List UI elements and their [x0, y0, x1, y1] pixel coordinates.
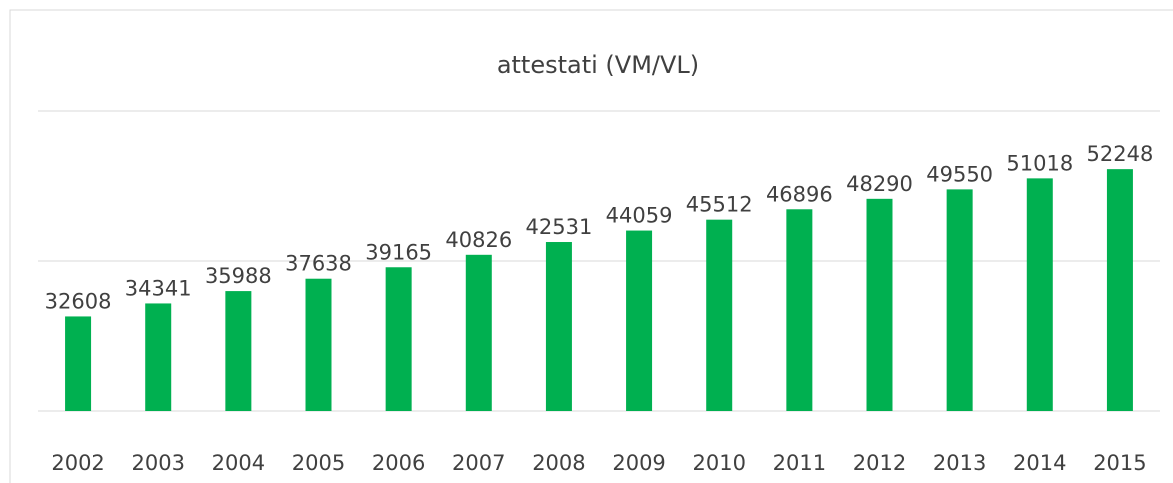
x-tick-label: 2010: [692, 451, 745, 475]
x-tick-label: 2008: [532, 451, 585, 475]
bar: [385, 267, 412, 411]
bar: [65, 316, 92, 411]
x-tick-label: 2004: [212, 451, 265, 475]
data-label: 46896: [766, 182, 833, 206]
x-tick-label: 2011: [773, 451, 826, 475]
x-tick-label: 2007: [452, 451, 505, 475]
x-tick-label: 2009: [612, 451, 665, 475]
data-label: 48290: [846, 172, 913, 196]
bar: [786, 209, 813, 411]
bar: [465, 254, 492, 411]
x-tick-label: 2003: [131, 451, 184, 475]
bar: [1106, 169, 1133, 411]
data-label: 39165: [365, 240, 432, 264]
data-label: 34341: [125, 276, 192, 300]
x-tick-label: 2005: [292, 451, 345, 475]
data-label: 51018: [1006, 151, 1073, 175]
bar: [305, 278, 332, 411]
x-tick-label: 2013: [933, 451, 986, 475]
data-label: 37638: [285, 252, 352, 276]
bar: [946, 189, 973, 411]
x-tick-label: 2014: [1013, 451, 1066, 475]
data-label: 42531: [526, 215, 593, 239]
data-label: 35988: [205, 264, 272, 288]
bar: [706, 219, 733, 411]
data-label: 52248: [1087, 142, 1154, 166]
x-tick-label: 2015: [1093, 451, 1146, 475]
data-label: 45512: [686, 193, 753, 217]
bar: [626, 230, 653, 411]
data-label: 40826: [445, 228, 512, 252]
data-label: 44059: [606, 204, 673, 228]
data-label: 49550: [926, 162, 993, 186]
x-tick-label: 2006: [372, 451, 425, 475]
x-tick-label: 2012: [853, 451, 906, 475]
chart-border: [9, 9, 1173, 483]
bar: [866, 198, 893, 411]
x-tick-label: 2002: [51, 451, 104, 475]
bar: [545, 242, 572, 411]
bar: [1026, 178, 1053, 411]
chart-title: attestati (VM/VL): [497, 51, 699, 79]
bar: [225, 291, 252, 411]
bar: [145, 303, 172, 411]
data-label: 32608: [45, 289, 112, 313]
